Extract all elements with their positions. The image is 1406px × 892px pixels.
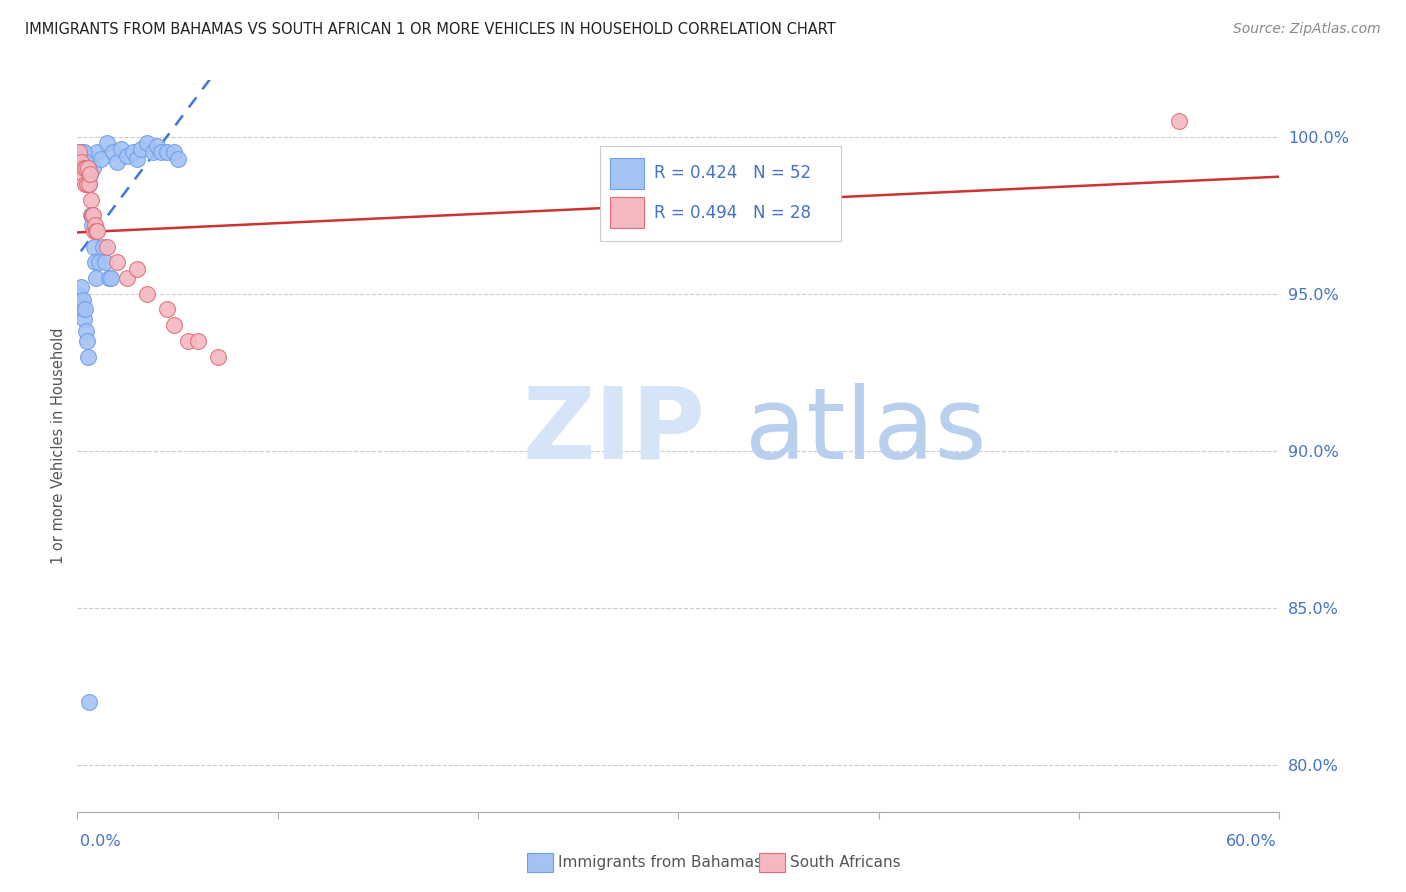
Point [131,142,153,156]
Text: atlas: atlas [745,383,986,480]
Point [77,161,100,176]
Point [86,224,108,238]
Point [127,152,149,166]
Point [136,286,159,301]
Point [75,155,97,169]
Point [107,155,129,169]
Point [82,218,104,232]
Point [77,695,100,709]
Point [90,152,112,166]
Point [86,145,108,160]
Point [84,218,107,232]
Point [117,271,139,285]
Point [82,161,104,176]
Point [96,240,118,254]
Point [67,286,90,301]
Point [72,145,94,160]
Point [80,208,103,222]
Point [136,136,159,150]
Point [70,145,93,160]
Point [67,145,90,160]
Point [77,161,100,176]
Point [142,145,165,160]
Point [107,255,129,269]
Point [162,318,184,333]
Point [94,255,117,269]
Point [156,145,179,160]
Point [79,168,101,182]
Point [69,293,91,307]
FancyBboxPatch shape [600,146,841,241]
Text: ZIP: ZIP [522,383,704,480]
Point [75,161,97,176]
Text: 60.0%: 60.0% [1226,834,1277,849]
Text: Immigrants from Bahamas: Immigrants from Bahamas [558,855,762,870]
Point [70,280,93,294]
Point [176,334,198,348]
Point [89,255,111,269]
Text: R = 0.424   N = 52: R = 0.424 N = 52 [654,164,811,182]
Text: IMMIGRANTS FROM BAHAMAS VS SOUTH AFRICAN 1 OR MORE VEHICLES IN HOUSEHOLD CORRELA: IMMIGRANTS FROM BAHAMAS VS SOUTH AFRICAN… [25,22,837,37]
Point [207,350,229,364]
Point [162,145,184,160]
Bar [610,197,644,228]
Point [75,161,97,176]
Point [76,350,98,364]
Point [103,145,125,160]
Point [156,302,179,317]
Point [75,177,97,191]
Point [73,302,96,317]
Point [79,168,101,182]
Point [84,255,107,269]
Point [86,271,108,285]
Point [82,208,104,222]
Point [67,302,90,317]
Point [73,145,96,160]
Point [73,161,96,176]
Point [80,193,103,207]
Point [82,208,104,222]
Point [86,224,108,238]
Point [1168,114,1191,128]
Point [79,177,101,191]
Point [70,155,93,169]
Point [166,152,188,166]
Text: South Africans: South Africans [790,855,901,870]
Point [150,145,173,160]
Text: 0.0%: 0.0% [80,834,121,849]
Point [73,311,96,326]
Point [72,168,94,182]
Point [75,325,97,339]
Point [72,293,94,307]
Point [72,145,94,160]
Point [83,224,105,238]
Point [127,261,149,276]
Point [100,271,122,285]
Point [76,334,98,348]
Bar [610,158,644,188]
Text: R = 0.494   N = 28: R = 0.494 N = 28 [654,203,811,222]
Point [70,302,93,317]
Point [69,145,91,160]
Text: Source: ZipAtlas.com: Source: ZipAtlas.com [1233,22,1381,37]
Y-axis label: 1 or more Vehicles in Household: 1 or more Vehicles in Household [51,327,66,565]
Point [187,334,209,348]
Point [117,148,139,162]
Point [146,139,169,153]
Point [96,136,118,150]
Point [122,145,145,160]
Point [98,271,121,285]
Point [67,145,90,160]
Point [76,155,98,169]
Point [83,240,105,254]
Point [110,142,132,156]
Point [93,240,115,254]
Point [76,177,98,191]
Point [79,177,101,191]
